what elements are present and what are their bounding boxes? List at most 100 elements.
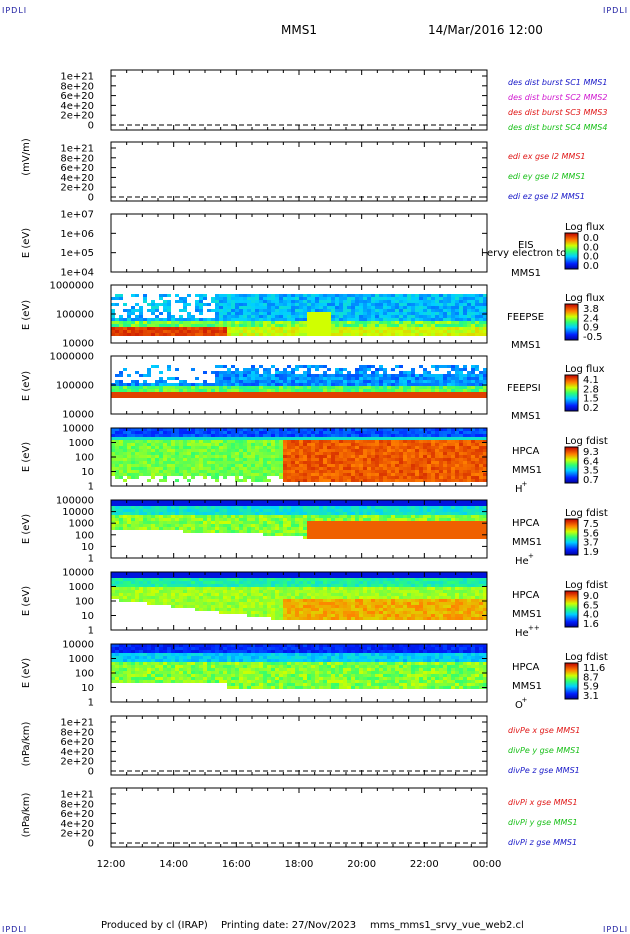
y-tick-label: 2e+20 xyxy=(60,757,94,768)
colorbar-tick-label: 0.0 xyxy=(583,252,599,263)
spectrogram-cells xyxy=(111,428,487,482)
y-tick-label: 1e+04 xyxy=(60,268,94,279)
colorbar-title: Log flux xyxy=(565,222,605,233)
y-tick-label: 4e+20 xyxy=(60,101,94,112)
colorbar-tick-label: 9.0 xyxy=(583,591,599,602)
x-tick-label: 00:00 xyxy=(473,859,502,870)
instrument-label: HPCA xyxy=(512,446,540,457)
y-tick-label: 1e+21 xyxy=(60,718,94,729)
instrument-label: MMS1 xyxy=(511,411,541,422)
instrument-label: HPCA xyxy=(512,662,540,673)
y-tick-label: 100 xyxy=(75,453,94,464)
y-axis-label: E (eV) xyxy=(21,658,32,688)
colorbar-tick-label: 5.6 xyxy=(583,528,599,539)
spectrogram-cells xyxy=(111,365,487,398)
y-tick-label: 4e+20 xyxy=(60,819,94,830)
footer-file: mms_mms1_srvy_vue_web2.cl xyxy=(370,920,524,931)
y-tick-label: 10000 xyxy=(62,640,94,651)
colorbar-tick-label: 1.9 xyxy=(583,547,599,558)
y-tick-label: 10000 xyxy=(62,568,94,579)
instrument-label: MMS1 xyxy=(512,465,542,476)
colorbar-tick-label: -0.5 xyxy=(583,332,603,343)
species-charge-label: + xyxy=(522,696,528,704)
colorbar xyxy=(564,303,579,341)
y-tick-label: 1e+21 xyxy=(60,790,94,801)
instrument-label: MMS1 xyxy=(511,340,541,351)
y-tick-label: 1e+05 xyxy=(60,248,94,259)
species-label: He xyxy=(515,628,529,639)
legend-entry: edi ex gse l2 MMS1 xyxy=(508,152,586,161)
colorbar xyxy=(564,518,579,556)
legend-entry: des dist burst SC3 MMS3 xyxy=(508,108,607,117)
species-label: He xyxy=(515,556,529,567)
y-tick-label: 2e+20 xyxy=(60,111,94,122)
colorbar-tick-label: 2.8 xyxy=(583,384,599,395)
y-tick-label: 1 xyxy=(88,626,94,637)
colorbar-tick-label: 3.1 xyxy=(583,691,599,702)
corner-logo-bl: IPDLI xyxy=(2,925,28,934)
panel-frame xyxy=(110,787,488,848)
x-tick-label: 20:00 xyxy=(347,859,376,870)
colorbar-tick-label: 0.7 xyxy=(583,475,599,486)
y-tick-label: 0 xyxy=(88,839,94,850)
y-tick-label: 100 xyxy=(75,530,94,541)
colorbar xyxy=(564,232,579,270)
colorbar-tick-label: 4.0 xyxy=(583,610,599,621)
y-tick-label: 1000 xyxy=(69,519,94,530)
colorbar-tick-label: 0.0 xyxy=(583,242,599,253)
y-axis-label: (nPa/km) xyxy=(21,793,32,838)
y-tick-label: 8e+20 xyxy=(60,81,94,92)
instrument-label: MMS1 xyxy=(512,681,542,692)
y-tick-label: 100 xyxy=(75,597,94,608)
y-tick-label: 1 xyxy=(88,698,94,709)
y-tick-label: 1 xyxy=(88,482,94,493)
colorbar-title: Log fdist xyxy=(565,580,608,591)
y-tick-label: 4e+20 xyxy=(60,173,94,184)
y-tick-label: 10 xyxy=(81,611,94,622)
y-axis-label: E (eV) xyxy=(21,371,32,401)
colorbar-tick-label: 6.5 xyxy=(583,600,599,611)
instrument-label: FEEPSI xyxy=(507,383,541,394)
y-axis-label: E (eV) xyxy=(21,514,32,544)
y-axis-label: (nPa/km) xyxy=(21,722,32,767)
y-axis-label: E (eV) xyxy=(21,300,32,330)
colorbar-tick-label: 3.8 xyxy=(583,304,599,315)
y-tick-label: 0 xyxy=(88,767,94,778)
instrument-label: HPCA xyxy=(512,518,540,529)
colorbar xyxy=(564,590,579,628)
y-tick-label: 1000 xyxy=(69,654,94,665)
y-tick-label: 1000 xyxy=(69,438,94,449)
x-tick-label: 12:00 xyxy=(97,859,126,870)
y-tick-label: 1000000 xyxy=(49,352,94,363)
x-tick-label: 14:00 xyxy=(159,859,188,870)
y-tick-label: 4e+20 xyxy=(60,747,94,758)
colorbar-tick-label: 3.7 xyxy=(583,538,599,549)
y-axis-label: E (eV) xyxy=(21,228,32,258)
y-tick-label: 100000 xyxy=(56,496,94,507)
y-tick-label: 1e+07 xyxy=(60,210,94,221)
colorbar-tick-label: 2.4 xyxy=(583,313,599,324)
y-tick-label: 1 xyxy=(88,554,94,565)
colorbar-tick-label: 4.1 xyxy=(583,375,599,386)
y-tick-label: 2e+20 xyxy=(60,829,94,840)
colorbar-tick-label: 8.7 xyxy=(583,672,599,683)
y-tick-label: 10000 xyxy=(62,424,94,435)
colorbar-title: Log flux xyxy=(565,293,605,304)
y-tick-label: 10 xyxy=(81,542,94,553)
colorbar-tick-label: 3.5 xyxy=(583,466,599,477)
legend-entry: divPe z gse MMS1 xyxy=(508,766,580,775)
y-tick-label: 2e+20 xyxy=(60,183,94,194)
panel-frame xyxy=(110,715,488,776)
colorbar-tick-label: 9.3 xyxy=(583,447,599,458)
y-axis-label: E (eV) xyxy=(21,442,32,472)
colorbar-tick-label: 1.5 xyxy=(583,394,599,405)
instrument-label: HPCA xyxy=(512,590,540,601)
colorbar-tick-label: 5.9 xyxy=(583,682,599,693)
instrument-label: MMS1 xyxy=(512,537,542,548)
corner-logo-br: IPDLI xyxy=(603,925,629,934)
colorbar-title: Log fdist xyxy=(565,436,608,447)
colorbar-title: Log fdist xyxy=(565,508,608,519)
species-charge-label: + xyxy=(522,480,528,488)
panel-frame xyxy=(110,69,488,131)
